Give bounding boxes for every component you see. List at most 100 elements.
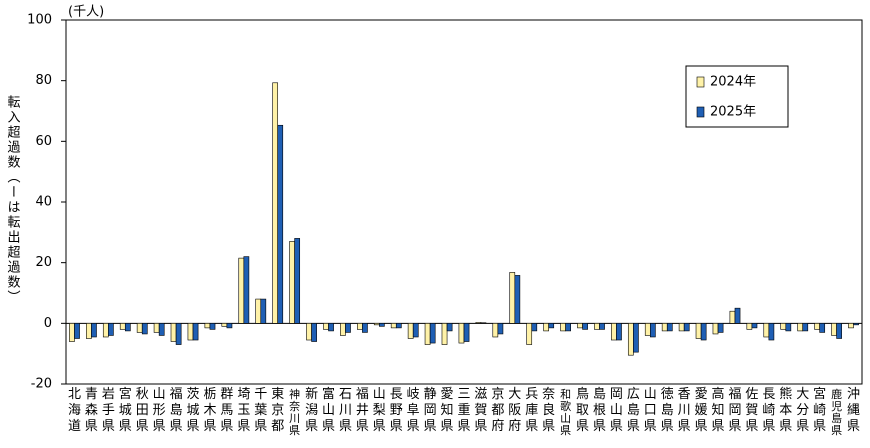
bar [577,323,583,329]
bar [599,323,605,330]
x-tick-label: 愛媛県 [695,387,708,434]
bar [255,298,262,324]
x-tick-label: 大阪府 [508,387,521,434]
x-tick-label: 北海道 [68,387,81,434]
bar [373,323,380,326]
bar [627,323,634,356]
x-tick-label: 福岡県 [728,387,741,434]
legend-label: 2025年 [710,105,756,120]
bar [848,323,854,329]
bar [475,322,482,324]
bar [175,323,182,345]
x-tick-label: 福井県 [356,387,369,434]
x-tick-label: 山口県 [644,387,657,434]
x-tick-label: 佐賀県 [745,387,758,434]
bar [306,323,312,341]
bar [446,323,453,332]
bar [91,323,97,338]
bar [678,323,685,332]
bar [526,323,533,345]
bar [272,82,279,324]
x-tick-label: 石川県 [339,387,352,434]
bar [780,323,787,330]
bar [853,323,859,326]
x-tick-label: 静岡県 [424,387,437,434]
bar [509,272,516,324]
bar [649,323,656,338]
bar [119,323,126,330]
bar [379,323,385,327]
x-tick-label: 山形県 [153,387,166,434]
y-tick-label: 40 [35,195,52,210]
x-tick-label: 熊本県 [779,386,792,434]
legend-swatch [696,76,705,88]
bar [683,323,690,332]
bar [695,323,702,339]
bar [209,323,216,330]
x-tick-label: 島根県 [593,387,606,434]
bar [429,323,436,344]
bar [543,323,549,332]
bar [407,323,414,339]
x-tick-label: 岩手県 [102,387,115,434]
bar [328,323,334,332]
y-tick-label: 60 [35,134,52,149]
x-tick-label: 京都府 [491,387,504,434]
x-tick-label: 秋田県 [136,387,149,434]
bar [69,323,75,342]
bar [345,323,351,333]
y-axis-label: 転入超過数（ーは転出超過数） [5,95,21,305]
bar [611,323,617,341]
x-tick-label: 沖縄県 [847,387,860,434]
bar [594,323,600,330]
x-tick-label: 和歌山県 [560,388,571,437]
bar [221,323,228,327]
y-tick-label: 20 [35,255,52,270]
bar [531,323,538,332]
bar [424,323,431,345]
bar [548,323,555,329]
x-tick-label: 鹿児島県 [831,387,842,437]
bar [729,310,736,324]
bar [458,323,465,344]
bar [412,323,419,338]
bar [633,323,639,353]
x-tick-label: 長崎県 [762,387,775,434]
bar [836,323,842,339]
bar [700,323,707,341]
x-tick-label: 群馬県 [220,387,233,434]
bar [260,298,267,324]
bar [797,323,804,332]
x-tick-label: 青森県 [85,387,98,434]
bar [357,323,363,330]
bar [238,257,245,324]
bar [560,323,566,332]
bar [746,323,753,330]
x-tick-label: 三重県 [457,387,470,434]
y-tick-label: -20 [31,377,52,392]
bar [763,323,770,338]
x-tick-label: 香川県 [678,387,691,434]
x-tick-label: 新潟県 [305,386,318,434]
bar [666,323,673,332]
bar [463,323,470,342]
bar [395,323,402,329]
bar [86,323,92,339]
x-tick-label: 高知県 [712,386,725,434]
x-tick-label: 愛知県 [441,387,454,434]
bar [390,323,397,329]
bar [243,256,250,324]
bar [768,323,775,341]
x-tick-label: 滋賀県 [474,387,487,434]
x-tick-label: 奈良県 [542,387,555,434]
bar [311,323,317,342]
x-tick-label: 山梨県 [373,387,386,434]
bar [644,323,651,336]
bar [192,323,199,341]
bar [734,307,741,324]
bar [565,323,571,332]
bar [124,323,131,332]
bar [136,323,143,333]
bar [153,323,160,333]
